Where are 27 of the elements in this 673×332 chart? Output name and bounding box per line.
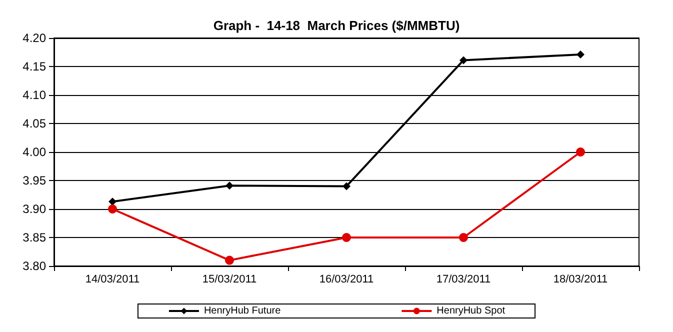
point xyxy=(108,204,117,214)
x-tick-label: 16/03/2011 xyxy=(319,274,374,286)
legend-label: HenryHub Spot xyxy=(436,306,506,316)
point xyxy=(576,148,585,156)
x-tick-label: 17/03/2011 xyxy=(436,274,491,286)
point xyxy=(576,50,584,59)
point xyxy=(460,56,468,64)
point xyxy=(108,198,116,206)
point xyxy=(226,182,234,190)
y-tick-label: 3.95 xyxy=(22,174,46,188)
y-tick-label: 3.85 xyxy=(22,230,46,244)
legend-label: HenryHub Future xyxy=(204,306,282,316)
y-tick-label: 4.05 xyxy=(22,116,46,130)
point xyxy=(342,233,351,242)
y-tick-label: 4.20 xyxy=(22,31,46,45)
chart-title: Graph - 14-18 March Prices ($/MMBTU) xyxy=(213,18,460,33)
x-tick-label: 15/03/2011 xyxy=(202,274,257,286)
y-tick-label: 4.00 xyxy=(22,145,46,159)
x-tick-label: 14/03/2011 xyxy=(85,274,140,286)
y-tick-label: 4.15 xyxy=(22,60,46,74)
point xyxy=(225,256,234,265)
y-tick-label: 3.90 xyxy=(22,202,46,216)
y-tick-label: 3.80 xyxy=(22,259,46,273)
y-tick-label: 4.10 xyxy=(22,88,46,102)
point xyxy=(459,233,468,242)
point xyxy=(342,182,350,190)
x-tick-label: 18/03/2011 xyxy=(553,274,608,286)
